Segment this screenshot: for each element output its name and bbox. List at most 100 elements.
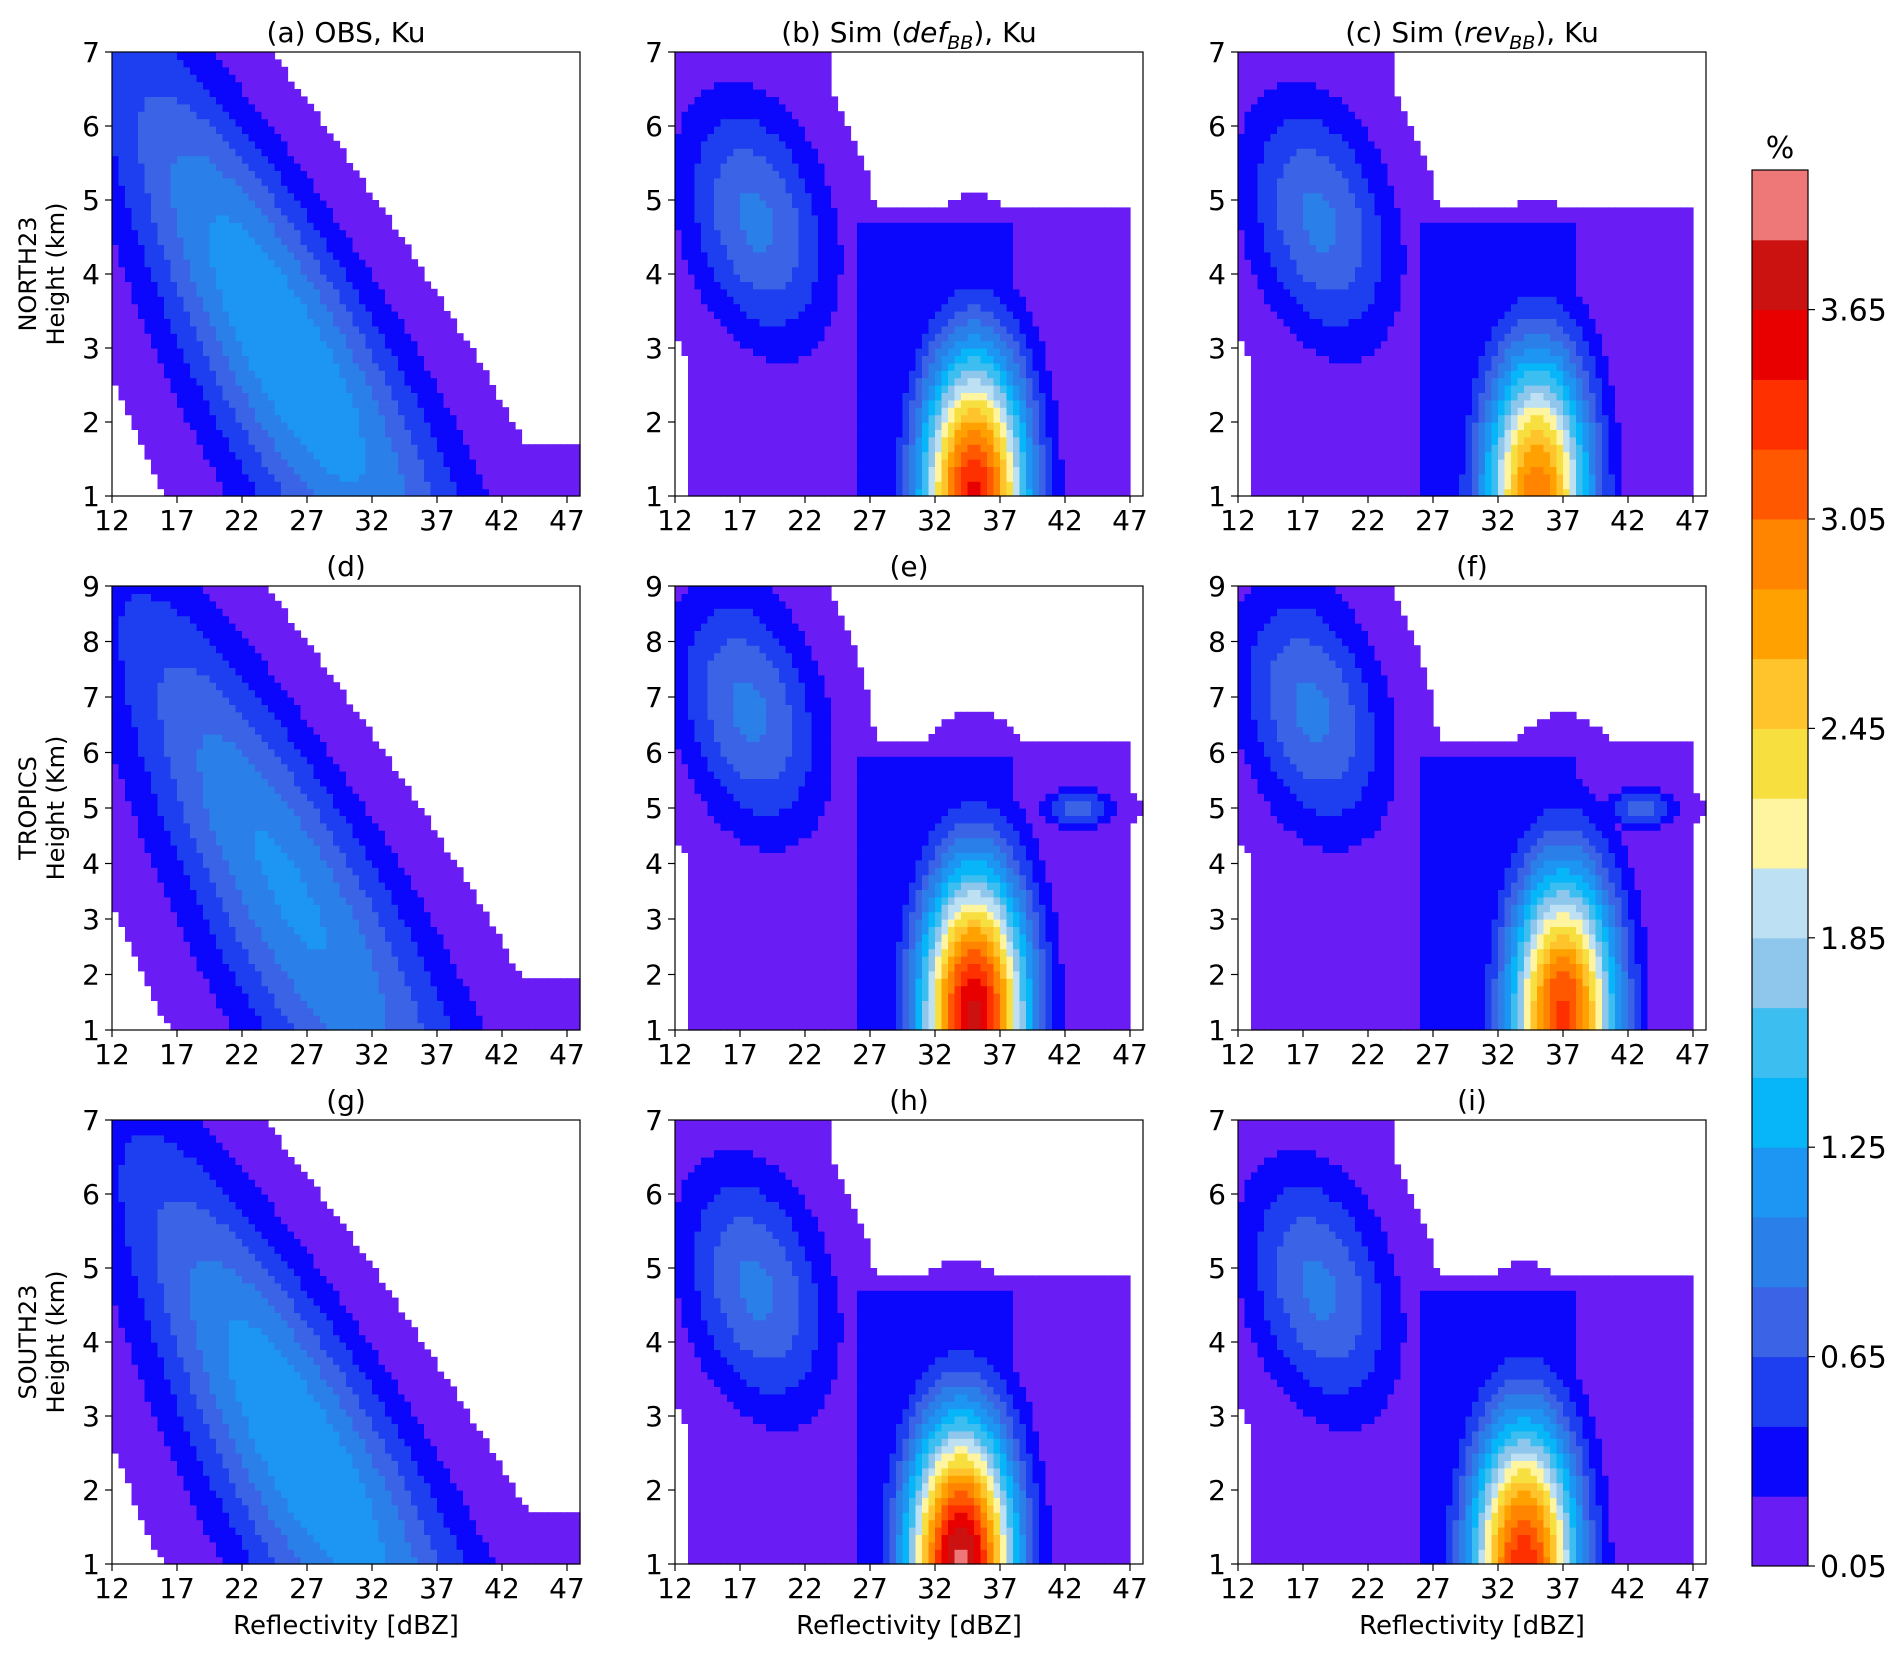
contour-cell — [307, 274, 314, 282]
contour-cell — [353, 370, 360, 378]
contour-cell — [184, 141, 191, 149]
contour-cell — [210, 363, 217, 371]
contour-cell — [223, 259, 230, 267]
contour-cell — [236, 429, 243, 437]
contour-cell — [190, 370, 197, 378]
contour-cell — [675, 170, 682, 178]
contour-cell — [463, 355, 470, 363]
contour-cell — [171, 133, 178, 141]
contour-cell — [275, 267, 282, 275]
contour-cell — [682, 89, 689, 97]
contour-cell — [223, 207, 230, 215]
contour-cell — [177, 289, 184, 297]
contour-cell — [301, 296, 308, 304]
contour-cell — [340, 437, 347, 445]
contour-cell — [695, 281, 702, 289]
contour-cell — [138, 126, 145, 134]
contour-cell — [288, 348, 295, 356]
contour-cell — [294, 333, 301, 341]
contour-cell — [262, 244, 269, 252]
contour-cell — [255, 96, 262, 104]
contour-cell — [242, 370, 249, 378]
contour-cell — [190, 133, 197, 141]
contour-cell — [695, 407, 702, 415]
contour-cell — [688, 466, 695, 474]
contour-cell — [301, 230, 308, 238]
contour-cell — [688, 207, 695, 215]
contour-cell — [275, 474, 282, 482]
contour-cell — [502, 452, 509, 460]
contour-cell — [242, 333, 249, 341]
contour-cell — [288, 363, 295, 371]
contour-cell — [320, 230, 327, 238]
contour-cell — [320, 289, 327, 297]
contour-cell — [171, 119, 178, 127]
contour-cell — [682, 333, 689, 341]
contour-cell — [701, 237, 708, 245]
contour-cell — [177, 422, 184, 430]
contour-cell — [548, 444, 555, 452]
contour-cell — [721, 452, 728, 460]
contour-cell — [695, 296, 702, 304]
contour-cell — [281, 281, 288, 289]
contour-cell — [721, 429, 728, 437]
contour-cell — [190, 96, 197, 104]
contour-cell — [164, 400, 171, 408]
contour-cell — [203, 104, 210, 112]
contour-cell — [197, 452, 204, 460]
contour-cell — [372, 466, 379, 474]
contour-cell — [125, 296, 132, 304]
contour-cell — [262, 274, 269, 282]
contour-cell — [708, 215, 715, 223]
contour-cell — [132, 82, 139, 90]
contour-cell — [450, 385, 457, 393]
contour-cell — [353, 348, 360, 356]
contour-cell — [320, 178, 327, 186]
contour-cell — [281, 222, 288, 230]
contour-cell — [275, 185, 282, 193]
contour-cell — [275, 385, 282, 393]
contour-cell — [405, 333, 412, 341]
contour-cell — [708, 274, 715, 282]
contour-cell — [164, 244, 171, 252]
contour-cell — [379, 452, 386, 460]
contour-cell — [268, 96, 275, 104]
contour-cell — [210, 126, 217, 134]
contour-cell — [171, 267, 178, 275]
contour-cell — [418, 437, 425, 445]
contour-cell — [229, 318, 236, 326]
contour-cell — [171, 156, 178, 164]
contour-cell — [320, 207, 327, 215]
contour-cell — [385, 222, 392, 230]
contour-cell — [708, 230, 715, 238]
contour-cell — [151, 222, 158, 230]
contour-cell — [688, 59, 695, 67]
contour-cell — [714, 89, 721, 97]
contour-cell — [281, 481, 288, 489]
contour-cell — [236, 170, 243, 178]
contour-cell — [353, 400, 360, 408]
contour-cell — [695, 230, 702, 238]
contour-cell — [158, 370, 165, 378]
contour-cell — [262, 215, 269, 223]
contour-cell — [184, 296, 191, 304]
contour-cell — [210, 215, 217, 223]
contour-cell — [682, 215, 689, 223]
contour-cell — [197, 74, 204, 82]
contour-cell — [688, 82, 695, 90]
contour-cell — [177, 437, 184, 445]
contour-cell — [262, 59, 269, 67]
contour-cell — [333, 370, 340, 378]
contour-cell — [405, 355, 412, 363]
contour-cell — [457, 392, 464, 400]
contour-cell — [288, 193, 295, 201]
contour-cell — [112, 355, 119, 363]
contour-cell — [346, 422, 353, 430]
contour-cell — [320, 237, 327, 245]
contour-cell — [675, 193, 682, 201]
contour-cell — [242, 326, 249, 334]
contour-cell — [314, 481, 321, 489]
contour-cell — [132, 363, 139, 371]
contour-cell — [145, 304, 152, 312]
contour-cell — [340, 333, 347, 341]
